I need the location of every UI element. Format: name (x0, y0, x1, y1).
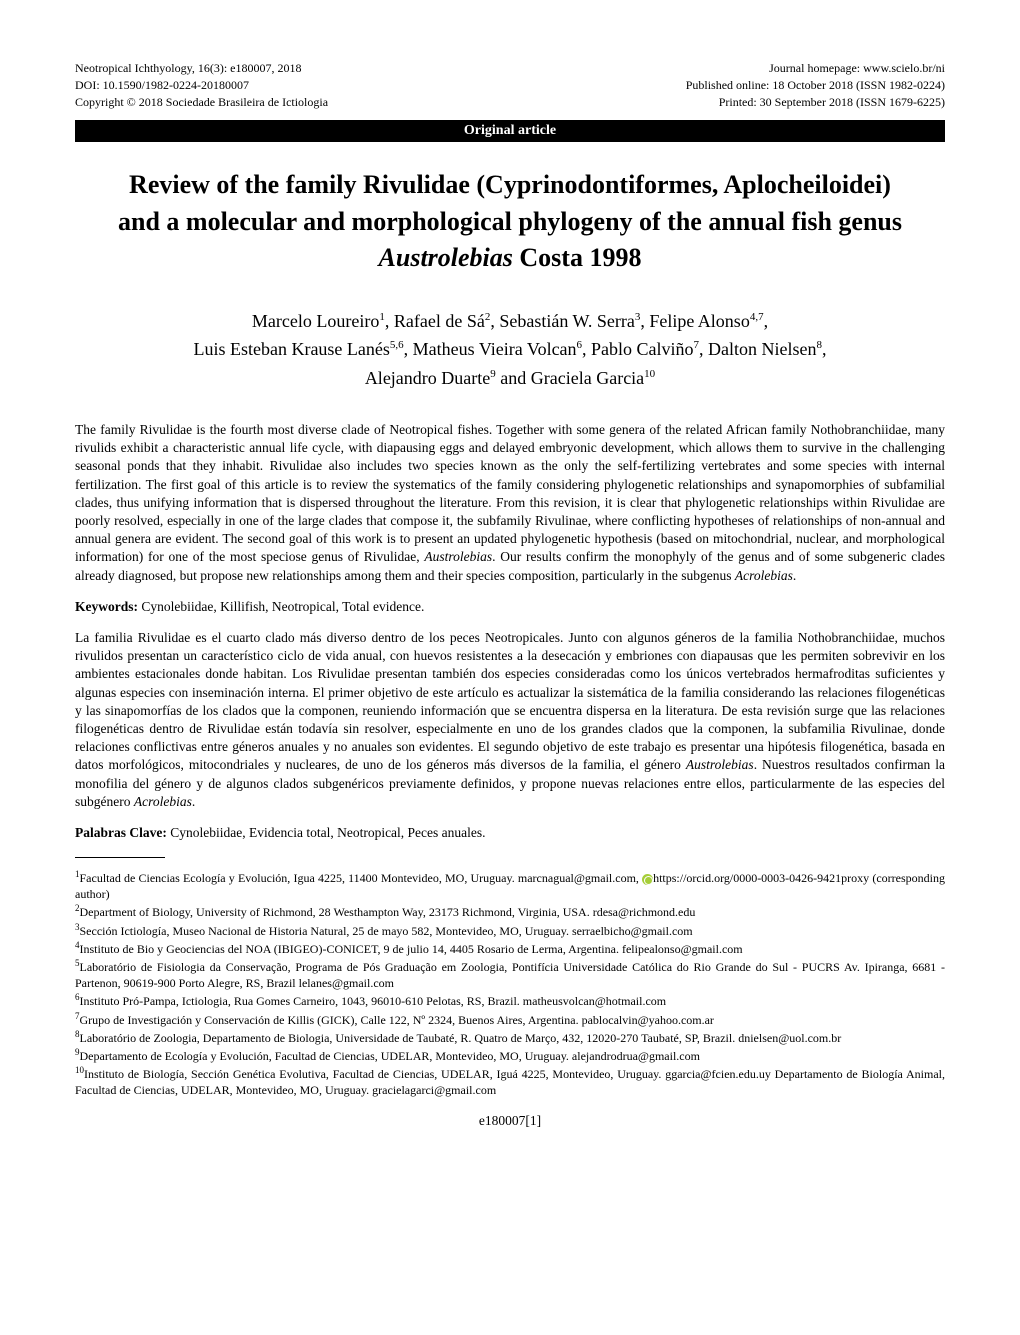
abstract-en-end: . (793, 568, 796, 583)
affiliation: 9Departamento de Ecología y Evolución, F… (75, 1046, 945, 1064)
header-left: Neotropical Ichthyology, 16(3): e180007,… (75, 60, 328, 110)
affiliation: 5Laboratório de Fisiologia da Conservaçã… (75, 957, 945, 991)
copyright: Copyright © 2018 Sociedade Brasileira de… (75, 94, 328, 111)
affiliation: 4Instituto de Bio y Geociencias del NOA … (75, 939, 945, 957)
affil-text: Departamento de Ecología y Evolución, Fa… (80, 1049, 700, 1063)
keywords-es-label: Palabras Clave: (75, 825, 170, 840)
homepage: Journal homepage: www.scielo.br/ni (686, 60, 945, 77)
author-sup: 10 (644, 368, 655, 380)
published-online: Published online: 18 October 2018 (ISSN … (686, 77, 945, 94)
affil-sup: 10 (75, 1065, 84, 1075)
abstract-es-genus2: Acrolebias (134, 794, 192, 809)
author: and Graciela Garcia (496, 368, 644, 388)
author-list: Marcelo Loureiro1, Rafael de Sá2, Sebast… (75, 307, 945, 393)
keywords-english: Keywords: Cynolebiidae, Killifish, Neotr… (75, 599, 945, 615)
affil-text: Department of Biology, University of Ric… (80, 905, 696, 919)
title-genus-italic: Austrolebias (379, 243, 513, 272)
affil-text: Instituto de Bio y Geociencias del NOA (… (80, 942, 743, 956)
article-title: Review of the family Rivulidae (Cyprinod… (75, 167, 945, 276)
author-sup: 4,7 (750, 311, 764, 323)
abstract-es-genus1: Austrolebias (686, 757, 754, 772)
author: Alejandro Duarte (365, 368, 490, 388)
affiliations-block: 1Facultad de Ciencias Ecología y Evoluci… (75, 868, 945, 1098)
author: , Rafael de Sá (385, 311, 485, 331)
abstract-es-end: . (192, 794, 195, 809)
author: Marcelo Loureiro (252, 311, 379, 331)
affiliation: 2Department of Biology, University of Ri… (75, 902, 945, 920)
keywords-es-text: Cynolebiidae, Evidencia total, Neotropic… (170, 825, 485, 840)
affiliation: 10Instituto de Biología, Sección Genétic… (75, 1064, 945, 1098)
title-line1: Review of the family Rivulidae (Cyprinod… (129, 170, 891, 199)
author: , Pablo Calviño (582, 339, 694, 359)
author-sup: 5,6 (390, 339, 404, 351)
abstract-english: The family Rivulidae is the fourth most … (75, 421, 945, 585)
page-footer: e180007[1] (75, 1113, 945, 1129)
affil-text: Laboratório de Fisiologia da Conservação… (75, 960, 945, 990)
journal-citation: Neotropical Ichthyology, 16(3): e180007,… (75, 60, 328, 77)
journal-header: Neotropical Ichthyology, 16(3): e180007,… (75, 60, 945, 110)
title-line3-suffix: Costa 1998 (513, 243, 642, 272)
affiliations-divider (75, 857, 165, 858)
author: , Sebastián W. Serra (490, 311, 634, 331)
author-sep: , (764, 311, 769, 331)
abstract-spanish: La familia Rivulidae es el cuarto clado … (75, 629, 945, 811)
affiliation: 6Instituto Pró-Pampa, Ictiologia, Rua Go… (75, 991, 945, 1009)
author: Luis Esteban Krause Lanés (193, 339, 389, 359)
orcid-icon (642, 874, 653, 885)
affil-text: Sección Ictiología, Museo Nacional de Hi… (80, 924, 693, 938)
abstract-en-text: The family Rivulidae is the fourth most … (75, 422, 945, 565)
abstract-en-genus1: Austrolebias (424, 549, 492, 564)
affil-text: Grupo de Investigación y Conservación de… (80, 1013, 714, 1027)
affiliation: 3Sección Ictiología, Museo Nacional de H… (75, 921, 945, 939)
affil-text: Instituto de Biología, Sección Genética … (75, 1067, 945, 1097)
keywords-en-label: Keywords: (75, 599, 141, 614)
author-sep: , (822, 339, 827, 359)
affiliation: 7Grupo de Investigación y Conservación d… (75, 1010, 945, 1028)
affiliation: 1Facultad de Ciencias Ecología y Evoluci… (75, 868, 945, 902)
keywords-en-text: Cynolebiidae, Killifish, Neotropical, To… (141, 599, 424, 614)
title-line2: and a molecular and morphological phylog… (118, 207, 902, 236)
affil-text: Instituto Pró-Pampa, Ictiologia, Rua Gom… (80, 994, 667, 1008)
affiliation: 8Laboratório de Zoologia, Departamento d… (75, 1028, 945, 1046)
printed-date: Printed: 30 September 2018 (ISSN 1679-62… (686, 94, 945, 111)
affil-text: Facultad de Ciencias Ecología y Evolució… (80, 871, 643, 885)
doi: DOI: 10.1590/1982-0224-20180007 (75, 77, 328, 94)
author: , Felipe Alonso (640, 311, 750, 331)
author: , Dalton Nielsen (699, 339, 816, 359)
abstract-es-text: La familia Rivulidae es el cuarto clado … (75, 630, 945, 773)
keywords-spanish: Palabras Clave: Cynolebiidae, Evidencia … (75, 825, 945, 841)
affil-text: Laboratório de Zoologia, Departamento de… (80, 1031, 842, 1045)
abstract-en-genus2: Acrolebias (735, 568, 793, 583)
article-type-banner: Original article (75, 120, 945, 142)
author: , Matheus Vieira Volcan (404, 339, 577, 359)
header-right: Journal homepage: www.scielo.br/ni Publi… (686, 60, 945, 110)
